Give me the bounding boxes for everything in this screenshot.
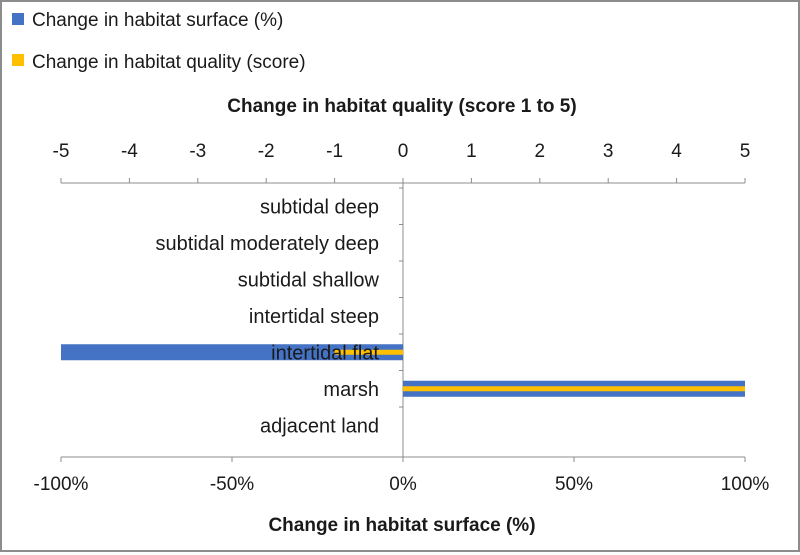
bottom-tick-label: -50% bbox=[210, 474, 254, 495]
category-label: marsh bbox=[323, 379, 379, 401]
bottom-tick-label: 100% bbox=[721, 474, 770, 495]
bottom-tick-label: -100% bbox=[34, 474, 89, 495]
category-label: subtidal moderately deep bbox=[156, 233, 379, 255]
top-tick-label: 5 bbox=[740, 141, 751, 162]
top-tick-label: 2 bbox=[535, 141, 546, 162]
legend-swatch-quality bbox=[12, 54, 24, 66]
bottom-tick-label: 0% bbox=[389, 474, 417, 495]
top-tick-label: -2 bbox=[258, 141, 275, 162]
category-label: subtidal shallow bbox=[238, 269, 380, 291]
top-tick-label: -1 bbox=[326, 141, 343, 162]
top-tick-label: 0 bbox=[398, 141, 409, 162]
bar-surface bbox=[61, 344, 403, 361]
top-tick-label: -3 bbox=[189, 141, 206, 162]
top-tick-label: 1 bbox=[466, 141, 477, 162]
bottom-tick-label: 50% bbox=[555, 474, 593, 495]
category-label: adjacent land bbox=[260, 415, 379, 437]
top-tick-label: 3 bbox=[603, 141, 614, 162]
category-label: intertidal flat bbox=[271, 342, 379, 364]
plot-area: -5 -4 -3 -2 -1 0 1 2 3 4 5 -100% -50% 0% 50% 100% subtid… bbox=[34, 141, 770, 495]
top-tick-label: -4 bbox=[121, 141, 138, 162]
legend-label-quality: Change in habitat quality (score) bbox=[32, 52, 306, 73]
top-tick-label: 4 bbox=[671, 141, 682, 162]
category-label: intertidal steep bbox=[249, 306, 379, 328]
top-axis-title: Change in habitat quality (score 1 to 5) bbox=[227, 96, 576, 117]
bar-quality bbox=[403, 386, 745, 392]
top-tick-label: -5 bbox=[53, 141, 70, 162]
category-label: subtidal deep bbox=[260, 196, 379, 218]
bar-quality bbox=[334, 349, 403, 355]
legend-swatch-surface bbox=[12, 13, 24, 25]
legend: Change in habitat surface (%) Change in … bbox=[12, 10, 306, 73]
bottom-axis-title: Change in habitat surface (%) bbox=[268, 515, 535, 536]
legend-label-surface: Change in habitat surface (%) bbox=[32, 10, 283, 31]
